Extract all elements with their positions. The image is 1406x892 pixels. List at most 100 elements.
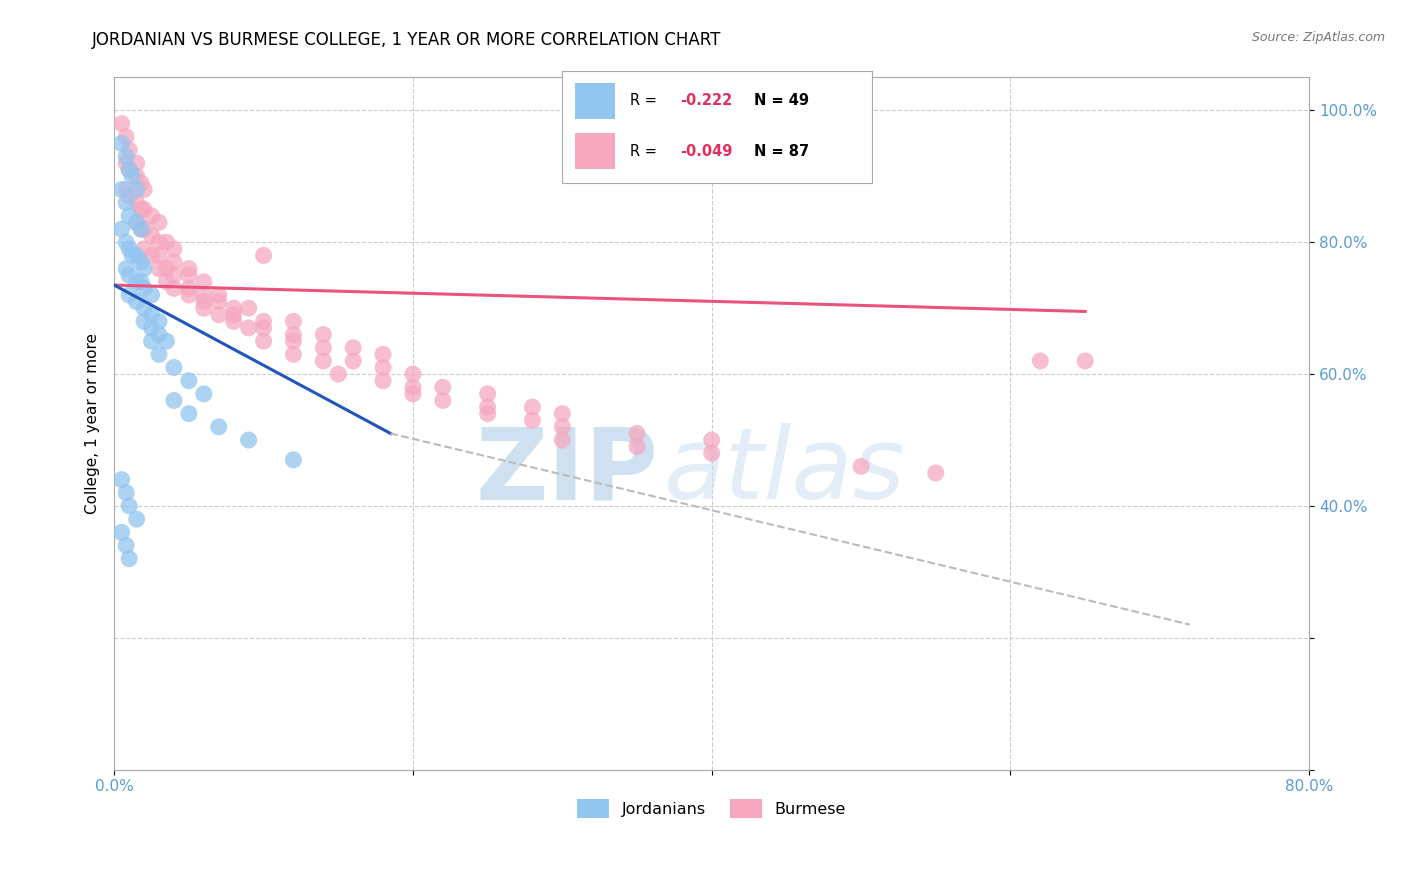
Point [163,242,186,256]
Point [432,380,454,394]
Point [148,261,170,276]
Point [208,294,231,309]
Point [111,222,134,236]
Point [551,433,574,447]
Point [129,202,152,217]
Point [283,452,305,467]
Point [312,327,335,342]
Point [148,347,170,361]
Point [115,150,138,164]
Point [125,182,148,196]
Point [115,539,138,553]
Point [238,301,260,315]
Point [125,195,148,210]
Point [283,327,305,342]
Point [283,334,305,348]
Point [626,440,648,454]
Point [141,228,163,243]
Point [141,308,163,322]
Point [177,407,200,421]
Point [177,268,200,283]
Point [238,321,260,335]
Point [252,314,274,328]
Point [129,275,152,289]
Point [193,294,215,309]
Point [700,446,723,460]
Point [148,215,170,229]
Point [118,551,141,566]
Point [118,162,141,177]
Point [208,288,231,302]
Point [1074,354,1097,368]
Point [141,288,163,302]
Point [118,268,141,283]
Point [252,248,274,262]
Point [132,202,155,217]
Point [132,261,155,276]
Point [925,466,948,480]
Point [208,420,231,434]
Point [177,374,200,388]
Point [141,334,163,348]
Point [111,525,134,540]
Point [371,374,394,388]
Point [1029,354,1052,368]
Point [118,162,141,177]
Point [141,209,163,223]
Point [252,334,274,348]
Point [222,301,245,315]
Point [118,288,141,302]
Text: ZIP: ZIP [475,424,658,521]
Point [118,143,141,157]
Point [132,301,155,315]
Point [125,512,148,526]
Point [477,400,499,414]
Point [118,499,141,513]
Text: N = 87: N = 87 [754,144,810,159]
Point [125,169,148,184]
Point [118,242,141,256]
Point [118,189,141,203]
Point [283,347,305,361]
Point [222,314,245,328]
Point [477,407,499,421]
Point [129,222,152,236]
Point [177,288,200,302]
Text: R =: R = [630,94,662,109]
Point [177,261,200,276]
Point [163,281,186,295]
Point [283,314,305,328]
Point [111,182,134,196]
Text: R =: R = [630,144,662,159]
Point [163,393,186,408]
Point [626,426,648,441]
Point [125,215,148,229]
Text: atlas: atlas [664,424,905,521]
Point [342,341,364,355]
Point [700,433,723,447]
Point [148,248,170,262]
Point [328,367,350,381]
Point [222,308,245,322]
Point [141,248,163,262]
Point [522,400,544,414]
Point [111,473,134,487]
Point [129,255,152,269]
Point [177,281,200,295]
Point [129,176,152,190]
Point [132,182,155,196]
Point [163,268,186,283]
Point [371,360,394,375]
Point [163,255,186,269]
Point [312,354,335,368]
Point [115,261,138,276]
Point [132,222,155,236]
Point [432,393,454,408]
Point [115,235,138,250]
Point [402,387,425,401]
Bar [575,133,614,169]
Point [132,314,155,328]
Point [148,327,170,342]
Point [115,195,138,210]
Point [125,294,148,309]
